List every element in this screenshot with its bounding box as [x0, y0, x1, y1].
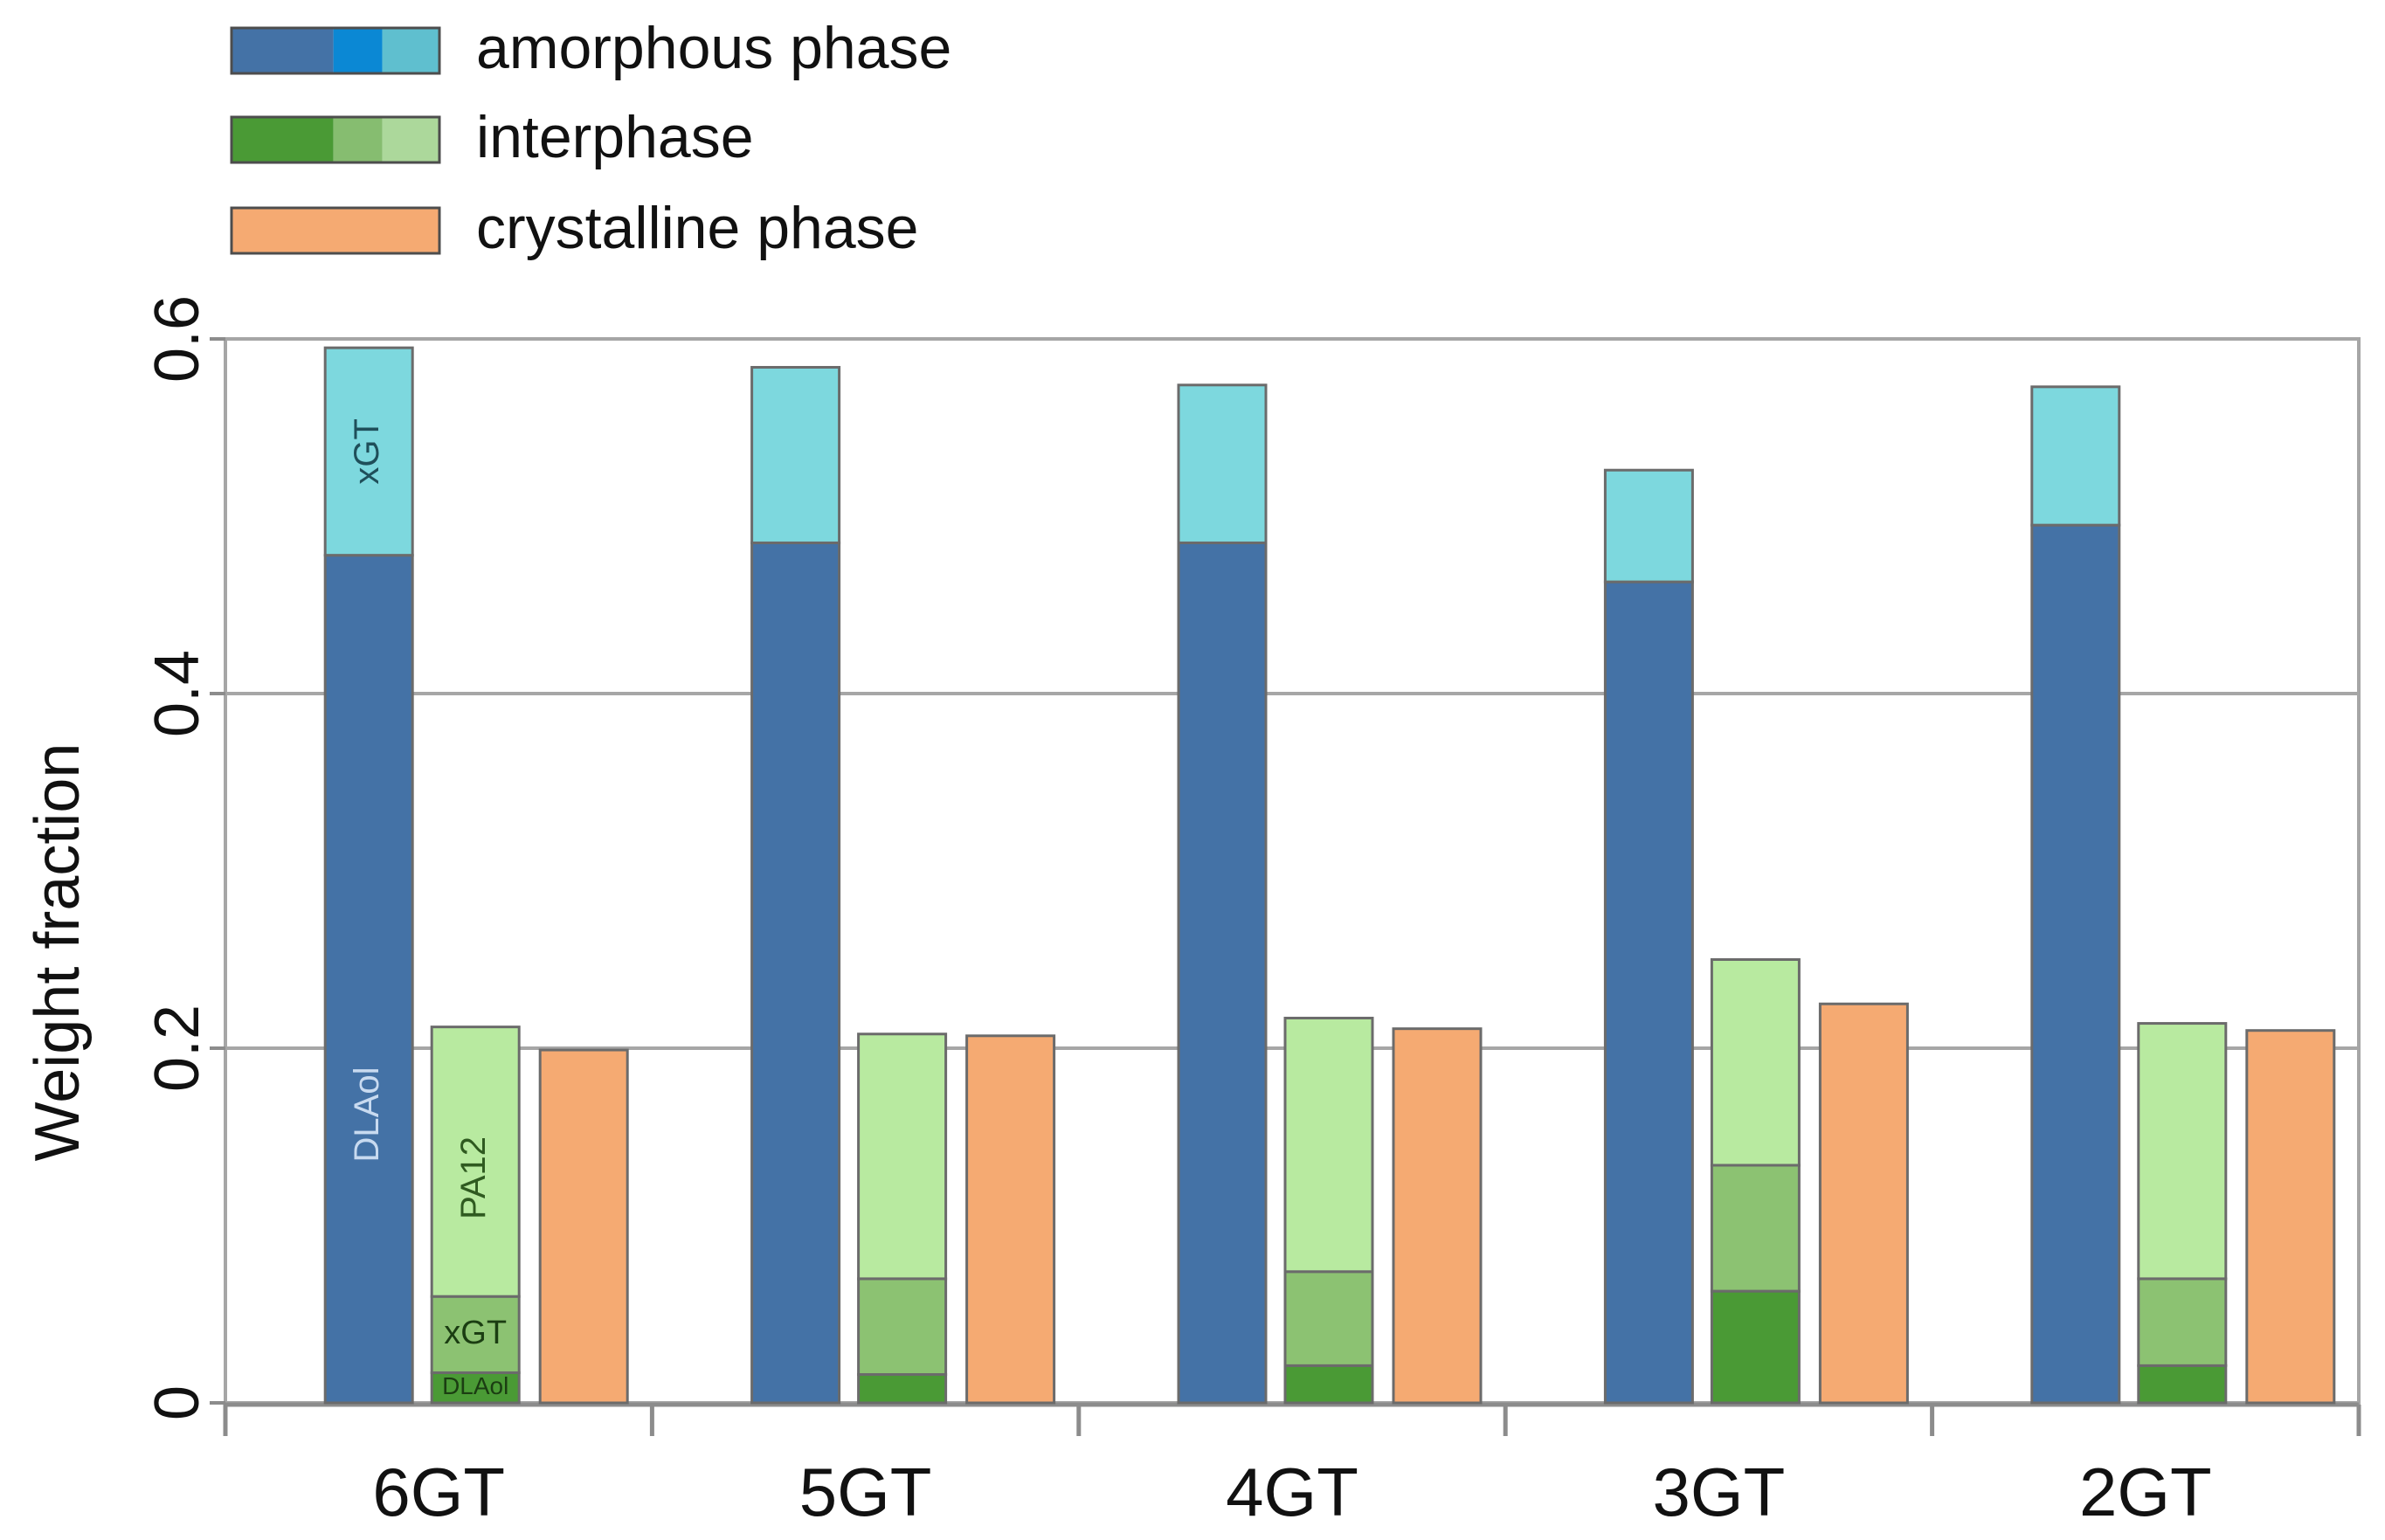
- bar-annotation: xGT: [444, 1315, 507, 1351]
- bar-segment: [750, 365, 841, 544]
- bar-segment: [1818, 1002, 1909, 1405]
- bar-segment: [965, 1034, 1056, 1405]
- x-category-label: 3GT: [1653, 1454, 1786, 1530]
- bar-segment: [2137, 1364, 2228, 1405]
- legend-swatch-segment: [333, 28, 383, 73]
- legend-swatch-border: [230, 206, 441, 255]
- bar-segment: [1710, 958, 1801, 1167]
- category-group-4GT: 4GT: [1177, 383, 1483, 1530]
- legend-swatch-segment: [232, 117, 334, 162]
- bar-segment: [1283, 1016, 1374, 1274]
- legend-swatch-segment: [333, 117, 383, 162]
- legend-swatch-segment: [232, 28, 334, 73]
- bar-segment: [1603, 468, 1694, 584]
- bar-segment: [430, 1371, 521, 1405]
- bar-segment: [1283, 1270, 1374, 1367]
- legend-label: crystalline phase: [476, 195, 918, 261]
- bar-segment: [538, 1048, 629, 1405]
- legend-label: amorphous phase: [476, 15, 951, 81]
- legend-item-crystalline: crystalline phase: [230, 195, 918, 261]
- bar-annotation: PA12: [454, 1136, 493, 1219]
- legend-swatch-border: [230, 26, 441, 75]
- y-tick-label: 0.4: [142, 650, 212, 737]
- bar-segment: [323, 554, 414, 1405]
- category-group-2GT: 2GT: [2030, 385, 2336, 1530]
- y-axis-label: Weight fraction: [23, 743, 93, 1162]
- y-tick-label: 0.6: [142, 295, 212, 383]
- bar-segment: [2137, 1277, 2228, 1367]
- x-category-label: 6GT: [372, 1454, 505, 1530]
- bar-segment: [2030, 385, 2121, 527]
- bar-segment: [1283, 1364, 1374, 1405]
- y-tick-label: 0: [142, 1385, 212, 1420]
- bar-segment: [2137, 1022, 2228, 1281]
- bar-segment: [2245, 1029, 2336, 1405]
- category-group-3GT: 3GT: [1603, 468, 1909, 1530]
- plot-area: 0 0.2 0.4 0.6 DLAol xGT DLAol xGT PA12 6GT 5GT 4GT 3…: [142, 295, 2361, 1530]
- x-category-label: 5GT: [799, 1454, 932, 1530]
- bar-segment: [857, 1277, 948, 1377]
- legend-swatch-segment: [232, 208, 439, 253]
- bar-segment: [2030, 523, 2121, 1405]
- legend-swatch-border: [230, 115, 441, 164]
- bar-segment: [430, 1026, 521, 1298]
- bar-segment: [1603, 580, 1694, 1405]
- x-category-label: 2GT: [2079, 1454, 2212, 1530]
- legend-swatch-segment: [382, 117, 439, 162]
- bar-segment: [857, 1032, 948, 1281]
- x-category-label: 4GT: [1226, 1454, 1358, 1530]
- bar-segment: [430, 1295, 521, 1374]
- legend-item-interphase: interphase: [230, 104, 754, 170]
- bar-segment: [750, 541, 841, 1405]
- bar-segment: [1177, 541, 1268, 1405]
- bar-segment: [857, 1373, 948, 1405]
- bar-segment: [323, 346, 414, 557]
- bar-annotation: DLAol: [442, 1372, 508, 1399]
- bar-segment: [1710, 1164, 1801, 1293]
- bar-segment: [1710, 1289, 1801, 1405]
- category-group-6GT: DLAol xGT DLAol xGT PA12 6GT: [323, 346, 629, 1530]
- bar-segment: [1177, 383, 1268, 544]
- legend-label: interphase: [476, 104, 754, 170]
- category-group-5GT: 5GT: [750, 365, 1056, 1530]
- legend-item-amorphous: amorphous phase: [230, 15, 951, 81]
- bar-annotation: xGT: [348, 418, 386, 485]
- bar-segment: [1392, 1027, 1483, 1405]
- legend-swatch-segment: [382, 28, 439, 73]
- bar-annotation: DLAol: [348, 1067, 386, 1163]
- y-tick-label: 0.2: [142, 1005, 212, 1092]
- legend: amorphous phase interphase crystalline pha…: [230, 15, 951, 261]
